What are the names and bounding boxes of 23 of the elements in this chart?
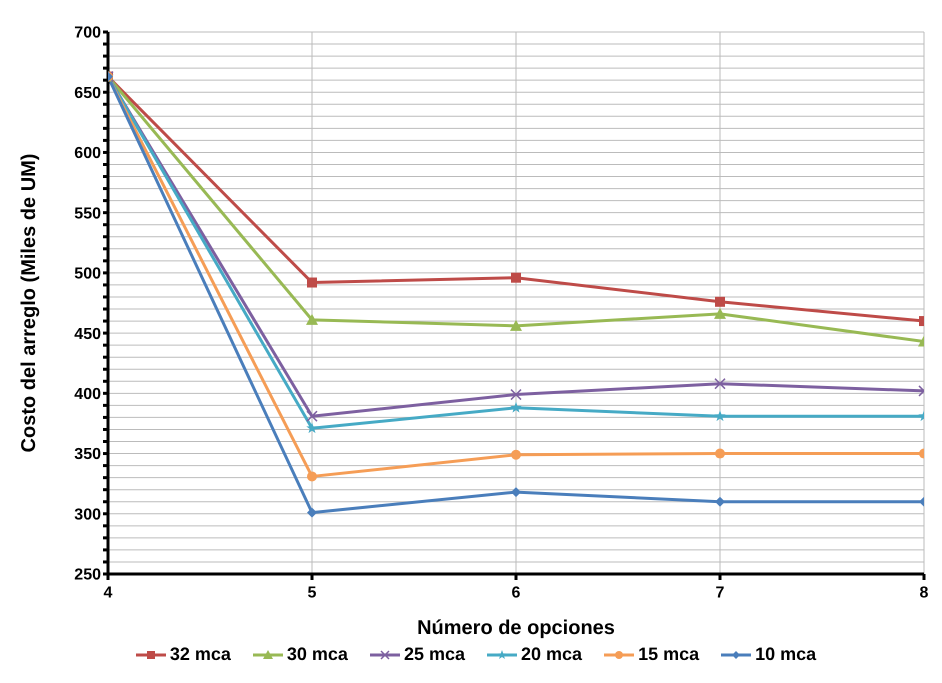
- legend-label: 32 mca: [170, 644, 231, 665]
- y-tick-label: 550: [74, 205, 102, 222]
- x-tick-label: 6: [512, 584, 521, 602]
- x-tick-label: 4: [104, 584, 113, 602]
- x-tick-label: 7: [716, 584, 725, 602]
- y-tick-label: 600: [74, 145, 102, 162]
- y-tick-label: 650: [74, 84, 102, 102]
- y-tick-label: 450: [74, 326, 102, 343]
- y-tick-label: 350: [74, 446, 102, 464]
- x-tick-label: 5: [308, 584, 317, 602]
- legend-label: 10 mca: [755, 644, 816, 665]
- legend-label: 20 mca: [521, 644, 582, 665]
- y-tick-label: 500: [74, 266, 102, 283]
- x-tick-label: 8: [920, 584, 929, 602]
- y-tick-label: 250: [74, 566, 102, 584]
- legend-label: 15 mca: [638, 644, 700, 665]
- y-tick-label: 300: [74, 506, 102, 524]
- y-tick-label: 700: [74, 24, 102, 42]
- y-axis-title: Costo del arreglo (Miles de UM): [18, 154, 40, 452]
- x-axis-title: Número de opciones: [417, 617, 615, 639]
- legend-label: 25 mca: [404, 644, 465, 665]
- y-tick-label: 400: [74, 386, 102, 404]
- legend-label: 30 mca: [286, 644, 348, 665]
